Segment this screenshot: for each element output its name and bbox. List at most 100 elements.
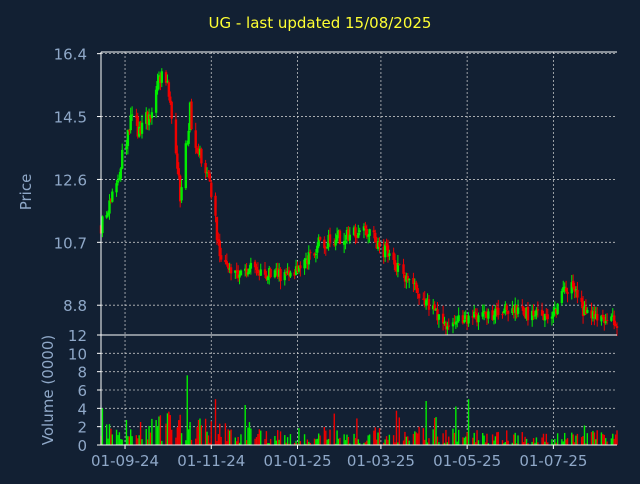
candle-body [294,266,298,276]
candle-body [444,322,448,330]
candle-body [395,269,398,272]
candle-body [160,71,163,83]
candle-body [130,114,134,116]
candle-body [605,319,609,321]
candle-body [555,308,558,314]
candle-body [433,304,436,311]
candle-body [289,272,292,277]
price-tick-label: 10.7 [54,234,87,252]
candle-body [328,234,332,244]
volume-bars [100,375,618,445]
candle-body [464,315,467,319]
candle-body [229,267,233,274]
candle-body [374,232,377,243]
candle-body [266,276,270,281]
date-tick-label: 01-09-24 [91,452,159,470]
candle-body [612,315,616,326]
candle-body [393,260,397,270]
candle-body [345,230,349,240]
candle-body [101,216,104,234]
candle-body [492,315,496,320]
candle-body [511,308,514,314]
candle-body [454,321,458,325]
price-tick-label: 16.4 [54,46,87,64]
candle-body [461,315,465,324]
candle-body [533,315,537,317]
candle-body [542,315,545,321]
candle-body [525,307,528,319]
candle-body [215,216,219,240]
candle-body [405,276,408,282]
candle-body [159,76,162,84]
candle-body [293,272,296,276]
candle-body [167,82,171,97]
candle-body [412,278,415,284]
date-tick-label: 01-11-24 [177,452,245,470]
candle-body [303,259,306,269]
candle-body [126,129,130,147]
candle-body [327,234,330,247]
candle-body [249,262,253,269]
price-tick-label: 14.5 [54,109,87,127]
candle-body [573,286,576,292]
candle-body [482,310,486,313]
candle-body [137,126,141,137]
candle-body [205,172,209,174]
candle-body [234,270,237,273]
candle-body [560,291,564,303]
volume-tick-label: 4 [77,400,87,418]
candle-body [451,322,455,327]
candle-body [434,308,438,311]
candle-body [505,305,508,311]
candle-body [523,313,527,318]
candle-body [512,308,515,313]
candle-body [286,271,289,273]
candle-body [504,304,507,312]
candle-body [307,252,311,265]
candle-body [593,311,596,318]
candle-body [586,309,589,314]
candle-body [169,96,172,103]
candle-body [471,316,475,318]
candle-body [553,307,556,311]
candle-body [235,269,238,271]
candle-body [536,309,540,311]
candle-body [463,319,466,323]
candle-body [583,306,586,315]
candle-body [316,245,319,253]
candle-body [145,112,148,124]
candle-body [385,243,388,247]
candle-body [545,314,548,316]
candle-body [495,307,499,309]
candle-body [256,269,260,274]
candle-body [522,307,525,315]
candle-body [352,227,356,235]
candle-body [601,314,605,318]
candle-body [210,182,213,197]
candle-body [426,299,429,301]
volume-tick-label: 6 [77,382,87,400]
candle-body [481,312,484,317]
price-candles [99,68,619,336]
candle-body [382,246,385,258]
candle-body [253,261,257,268]
candle-body [277,269,281,277]
candle-body [372,230,376,233]
candle-body [402,264,405,274]
candle-body [118,178,121,180]
candle-body [246,272,250,275]
candle-body [228,268,231,270]
candle-body [147,114,151,126]
candle-body [324,247,327,249]
candle-body [180,187,183,201]
candle-body [355,236,359,238]
candle-body [269,269,272,278]
candle-body [208,173,212,182]
candle-body [325,247,329,249]
candle-body [207,171,210,173]
candle-body [116,180,120,183]
candle-body [413,283,417,285]
candle-body [485,313,489,318]
candle-body [474,312,477,315]
